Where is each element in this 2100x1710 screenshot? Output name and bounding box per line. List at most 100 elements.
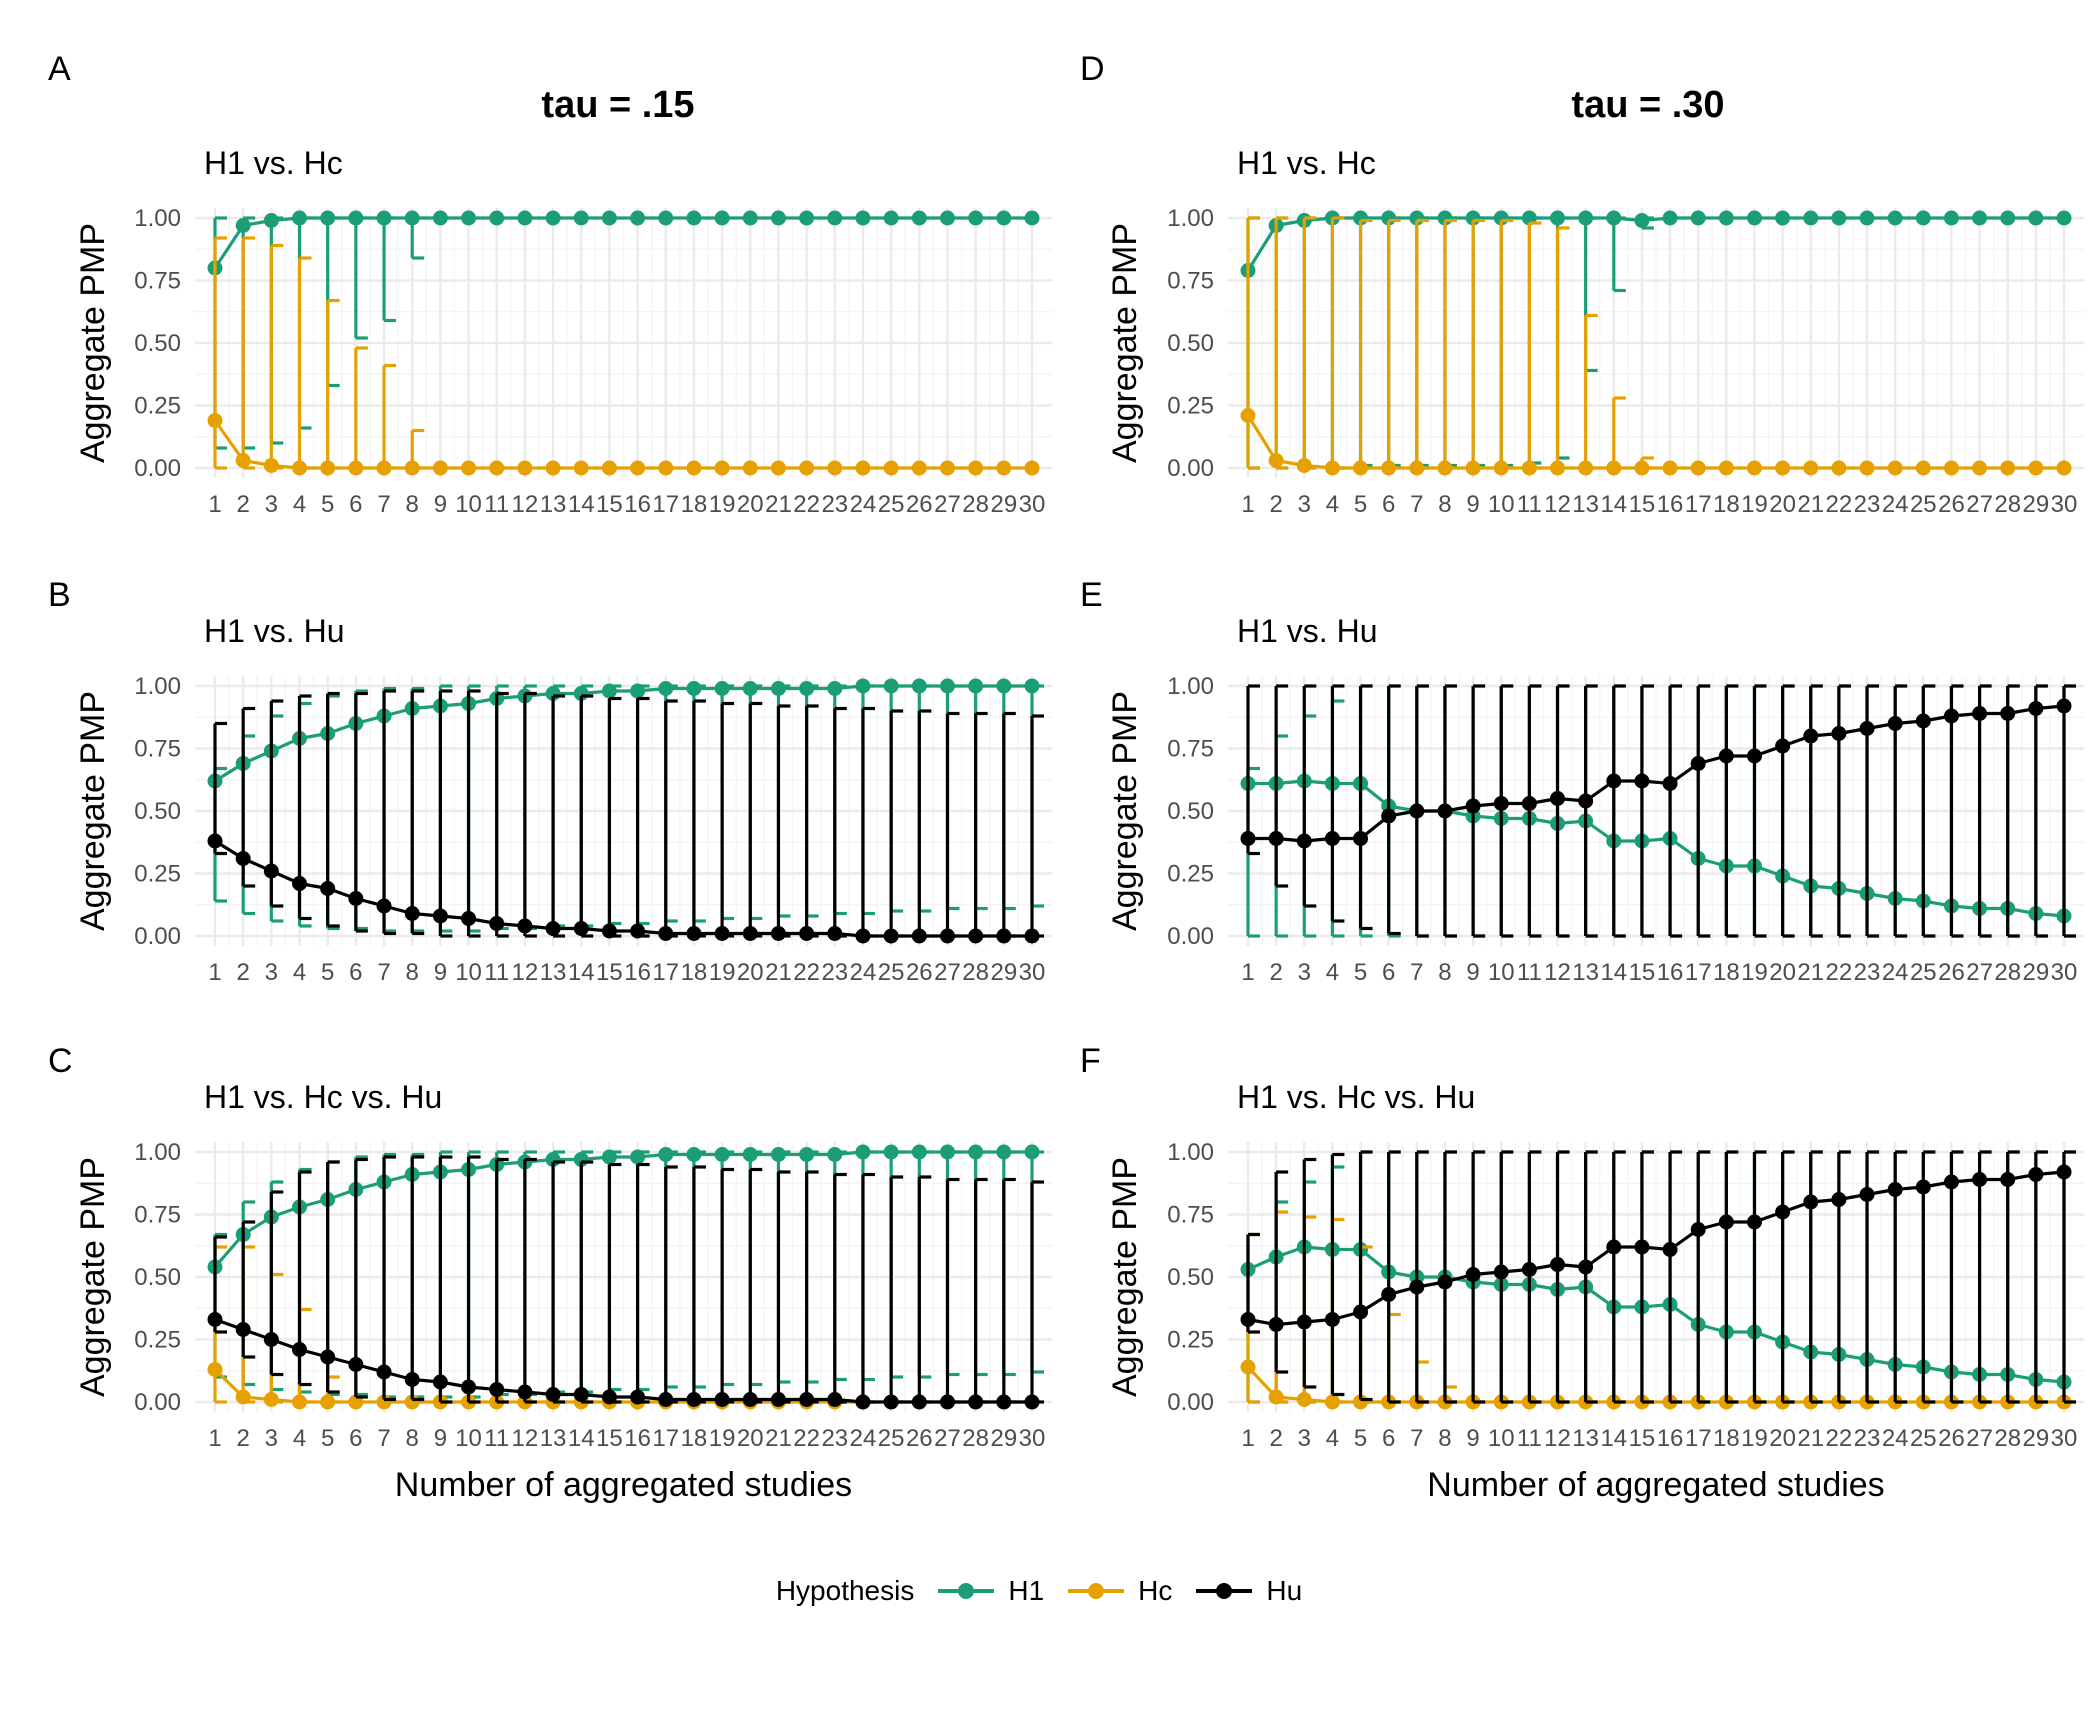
x-tick-label: 4	[293, 1425, 306, 1452]
x-tick-label: 20	[737, 491, 764, 518]
data-point-hu	[207, 833, 223, 849]
y-tick-label: 0.50	[134, 330, 181, 357]
data-point-h1	[2000, 210, 2016, 226]
data-point-hc	[1324, 1394, 1340, 1410]
data-point-hu	[1972, 1172, 1988, 1187]
x-tick-label: 10	[1488, 959, 1515, 986]
x-tick-label: 6	[349, 1425, 362, 1452]
data-point-hu	[348, 1357, 364, 1372]
x-tick-label: 11	[1517, 959, 1542, 986]
x-tick-label: 4	[293, 959, 306, 986]
y-tick-label: 0.50	[1167, 798, 1214, 825]
data-point-hu	[489, 1382, 505, 1397]
data-point-hc	[855, 460, 871, 476]
x-tick-label: 16	[624, 491, 651, 518]
x-tick-label: 9	[434, 1425, 447, 1452]
data-point-hu	[1915, 1179, 1931, 1195]
panel-d-title: H1 vs. Hc	[1237, 145, 1376, 181]
data-point-hc	[714, 460, 730, 476]
data-point-hc	[1465, 460, 1481, 476]
x-tick-label: 26	[906, 1425, 933, 1452]
x-tick-label: 19	[709, 491, 736, 518]
data-point-hc	[1296, 458, 1312, 473]
x-tick-label: 25	[1910, 491, 1937, 518]
data-point-hu	[968, 1394, 984, 1410]
data-point-h1	[235, 218, 251, 233]
x-tick-label: 14	[568, 959, 595, 986]
x-tick-label: 2	[1269, 491, 1282, 518]
data-point-h1	[1915, 210, 1931, 226]
data-point-hc	[1972, 460, 1988, 476]
data-point-hc	[235, 453, 251, 468]
data-point-h1	[263, 213, 279, 228]
data-point-hu	[292, 1342, 308, 1357]
data-point-h1	[1831, 210, 1847, 226]
data-point-h1	[601, 210, 617, 226]
x-tick-label: 10	[1488, 1425, 1515, 1452]
x-tick-label: 20	[1769, 491, 1796, 518]
x-tick-label: 30	[2051, 959, 2078, 986]
x-tick-label: 22	[1826, 959, 1853, 986]
data-point-hc	[1803, 460, 1819, 476]
data-point-h1	[461, 210, 477, 226]
x-tick-label: 6	[1382, 1425, 1395, 1452]
x-tick-label: 13	[1572, 1425, 1599, 1452]
x-tick-label: 21	[1797, 1425, 1824, 1452]
x-tick-label: 6	[349, 491, 362, 518]
x-tick-label: 15	[1629, 1425, 1656, 1452]
x-tick-label: 30	[1019, 959, 1046, 986]
data-point-hc	[263, 458, 279, 473]
y-tick-label: 0.50	[134, 798, 181, 825]
data-point-h1	[855, 678, 871, 694]
data-point-h1	[348, 210, 364, 226]
data-point-hc	[2056, 460, 2072, 476]
panel-f: 0.000.250.500.751.001 2 3 4 5 6 7 8 9 10 11 12 13 14 1…	[1080, 1042, 2084, 1504]
data-point-hc	[1437, 460, 1453, 476]
x-tick-label: 28	[1994, 959, 2021, 986]
panel-c-xlabel: Number of aggregated studies	[395, 1466, 852, 1504]
data-point-hc	[376, 460, 392, 476]
x-tick-label: 1	[208, 1425, 221, 1452]
legend-label-hu: Hu	[1266, 1575, 1303, 1606]
data-point-hu	[2028, 701, 2044, 716]
x-tick-label: 18	[1713, 1425, 1740, 1452]
data-point-hu	[1831, 1192, 1847, 1207]
data-point-hc	[1324, 460, 1340, 476]
x-tick-label: 22	[1826, 1425, 1853, 1452]
x-tick-label: 27	[1966, 491, 1993, 518]
x-tick-label: 28	[962, 959, 989, 986]
data-point-hu	[432, 908, 448, 924]
x-tick-label: 11	[484, 1425, 509, 1452]
data-point-hc	[1887, 460, 1903, 476]
x-tick-label: 22	[793, 959, 820, 986]
data-point-h1	[658, 210, 674, 226]
data-point-h1	[968, 1144, 984, 1160]
x-tick-label: 7	[1410, 491, 1423, 518]
data-point-hu	[1296, 1314, 1312, 1330]
data-point-hu	[1268, 831, 1284, 846]
y-tick-label: 0.75	[134, 736, 181, 763]
x-tick-label: 13	[1572, 491, 1599, 518]
x-tick-label: 22	[793, 491, 820, 518]
x-tick-label: 9	[1466, 491, 1479, 518]
x-tick-label: 28	[1994, 491, 2021, 518]
data-point-hu	[348, 891, 364, 906]
x-tick-label: 6	[349, 959, 362, 986]
data-point-h1	[376, 210, 392, 226]
data-point-hu	[1550, 1257, 1566, 1272]
data-point-h1	[827, 681, 843, 696]
y-tick-label: 1.00	[134, 1139, 181, 1166]
x-tick-label: 30	[2051, 491, 2078, 518]
data-point-hc	[1634, 460, 1650, 476]
data-point-h1	[968, 210, 984, 226]
x-tick-label: 21	[765, 491, 792, 518]
data-point-hu	[404, 1372, 420, 1387]
x-tick-label: 5	[321, 1425, 334, 1452]
x-tick-label: 13	[540, 959, 567, 986]
x-tick-label: 10	[1488, 491, 1515, 518]
data-point-hc	[1578, 460, 1594, 476]
x-tick-label: 24	[1882, 1425, 1909, 1452]
y-tick-label: 0.00	[134, 455, 181, 482]
data-point-hu	[1972, 706, 1988, 721]
series-hu	[1240, 1150, 2076, 1404]
